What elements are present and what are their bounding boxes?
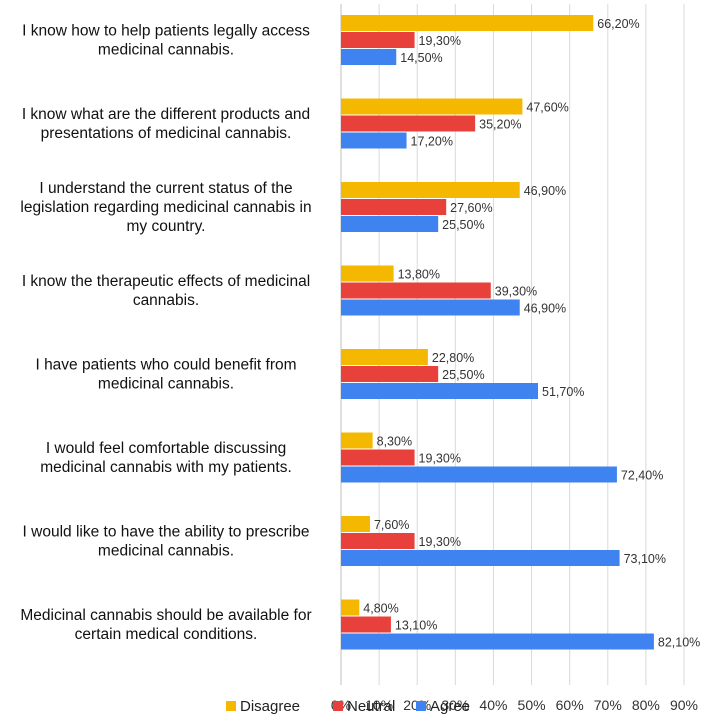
bar-disagree	[341, 98, 523, 115]
value-label-agree: 82,10%	[658, 636, 700, 650]
category-label-line: cannabis.	[133, 292, 199, 309]
value-label-disagree: 8,30%	[377, 435, 412, 449]
legend-swatch-neutral	[333, 701, 343, 711]
category-label: I know how to help patients legally acce…	[22, 23, 310, 59]
legend: Disagree Neutral Agree	[226, 698, 470, 715]
category-label-line: medicinal cannabis.	[98, 376, 234, 393]
category-label-line: I would like to have the ability to pres…	[23, 524, 310, 541]
category-label-line: medicinal cannabis.	[98, 42, 234, 59]
value-label-agree: 14,50%	[400, 51, 442, 65]
bar-neutral	[341, 533, 415, 549]
category-label-line: my country.	[127, 218, 206, 235]
value-label-neutral: 19,30%	[419, 452, 461, 466]
bar-agree	[341, 299, 520, 316]
category-label-line: certain medical conditions.	[75, 626, 258, 643]
bar-agree	[341, 466, 617, 483]
bar-agree	[341, 49, 397, 65]
value-labels: 66,20% 19,30% 14,50% 47,60% 35,20% 17,20% 46,9…	[363, 17, 700, 650]
bar-neutral	[341, 32, 415, 48]
category-label: Medicinal cannabis should be available f…	[20, 607, 311, 643]
bars	[341, 15, 654, 650]
bar-agree	[341, 132, 407, 149]
legend-swatch-disagree	[226, 701, 236, 711]
bar-neutral	[341, 366, 439, 382]
bar-agree	[341, 383, 539, 399]
value-label-disagree: 22,80%	[432, 351, 474, 365]
x-tick-label: 90%	[670, 697, 698, 713]
value-label-neutral: 19,30%	[419, 34, 461, 48]
x-tick-label: 60%	[556, 697, 584, 713]
value-label-agree: 72,40%	[621, 469, 663, 483]
category-label: I know the therapeutic effects of medici…	[22, 273, 310, 309]
bar-disagree	[341, 265, 394, 282]
value-label-neutral: 13,10%	[395, 619, 437, 633]
category-label: I have patients who could benefit from me…	[35, 357, 296, 393]
value-label-agree: 46,90%	[524, 302, 566, 316]
bar-disagree	[341, 15, 594, 31]
value-label-neutral: 25,50%	[442, 368, 484, 382]
category-label-line: I know what are the different products a…	[22, 106, 310, 123]
x-tick-label: 50%	[518, 697, 546, 713]
value-label-agree: 73,10%	[624, 552, 666, 566]
value-label-disagree: 47,60%	[526, 101, 568, 115]
value-label-agree: 51,70%	[542, 385, 584, 399]
value-label-disagree: 46,90%	[524, 184, 566, 198]
bar-disagree	[341, 182, 520, 198]
category-label-line: I understand the current status of the	[39, 180, 292, 197]
value-label-disagree: 66,20%	[597, 17, 639, 31]
bar-disagree	[341, 599, 360, 616]
x-tick-label: 10%	[365, 697, 393, 713]
x-tick-label: 80%	[632, 697, 660, 713]
category-label-line: medicinal cannabis with my patients.	[40, 459, 292, 476]
value-label-disagree: 13,80%	[398, 268, 440, 282]
legend-label-agree: Agree	[430, 698, 470, 715]
category-label: I would like to have the ability to pres…	[23, 524, 310, 560]
legend-label-neutral: Neutral	[347, 698, 395, 715]
bar-neutral	[341, 449, 415, 466]
value-label-agree: 17,20%	[411, 135, 453, 149]
legend-label-disagree: Disagree	[240, 698, 300, 715]
bar-disagree	[341, 349, 428, 365]
category-labels: I know how to help patients legally acce…	[20, 23, 311, 644]
category-label: I understand the current status of the le…	[20, 180, 311, 235]
bar-neutral	[341, 199, 447, 215]
category-label-line: I know the therapeutic effects of medici…	[22, 273, 310, 290]
category-label-line: Medicinal cannabis should be available f…	[20, 607, 311, 624]
value-label-neutral: 27,60%	[450, 201, 492, 215]
x-tick-label: 40%	[479, 697, 507, 713]
category-label-line: presentations of medicinal cannabis.	[41, 125, 292, 142]
legend-swatch-agree	[416, 701, 426, 711]
value-label-agree: 25,50%	[442, 218, 484, 232]
bar-neutral	[341, 115, 476, 132]
bar-neutral	[341, 282, 491, 299]
x-tick-label: 30%	[441, 697, 469, 713]
category-label-line: I know how to help patients legally acce…	[22, 23, 310, 40]
bar-disagree	[341, 516, 370, 532]
category-label: I know what are the different products a…	[22, 106, 310, 142]
value-label-neutral: 39,30%	[495, 285, 537, 299]
category-label-line: I would feel comfortable discussing	[46, 440, 286, 457]
x-tick-label: 70%	[594, 697, 622, 713]
bar-disagree	[341, 432, 373, 449]
bar-agree	[341, 216, 439, 232]
bar-agree	[341, 633, 654, 650]
bar-neutral	[341, 616, 391, 633]
category-label-line: medicinal cannabis.	[98, 543, 234, 560]
value-label-neutral: 35,20%	[479, 118, 521, 132]
category-label: I would feel comfortable discussing medic…	[40, 440, 292, 476]
value-label-neutral: 19,30%	[419, 535, 461, 549]
category-label-line: legislation regarding medicinal cannabis…	[20, 199, 311, 216]
category-label-line: I have patients who could benefit from	[35, 357, 296, 374]
value-label-disagree: 7,60%	[374, 518, 409, 532]
bar-agree	[341, 550, 620, 566]
value-label-disagree: 4,80%	[363, 602, 398, 616]
